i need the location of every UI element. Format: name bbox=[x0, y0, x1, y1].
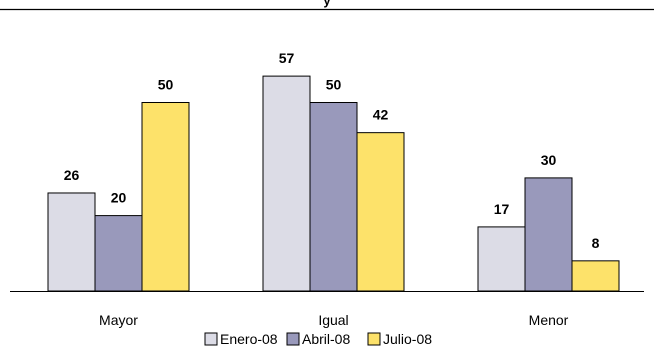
bar-enero-08-mayor bbox=[47, 192, 96, 292]
bar-abril-08-mayor bbox=[94, 215, 143, 292]
data-labels-group: 26 20 50 57 50 42 17 30 8 bbox=[64, 50, 600, 251]
bar-julio-08-igual bbox=[356, 132, 405, 292]
bar-enero-08-menor bbox=[477, 226, 526, 292]
legend-label: Julio-08 bbox=[383, 331, 432, 347]
legend-swatch bbox=[286, 332, 300, 346]
bar-abril-08-igual bbox=[309, 102, 358, 292]
bar-julio-08-mayor bbox=[141, 102, 190, 292]
chart-title: y bbox=[323, 0, 331, 8]
bars-group bbox=[47, 75, 620, 292]
legend-label: Enero-08 bbox=[220, 331, 278, 347]
data-label: 42 bbox=[373, 107, 389, 123]
category-labels-group: Mayor Igual Menor bbox=[99, 312, 569, 328]
legend-label: Abril-08 bbox=[302, 331, 350, 347]
legend-swatch bbox=[367, 332, 381, 346]
data-label: 30 bbox=[541, 152, 557, 168]
category-label: Mayor bbox=[99, 312, 138, 328]
data-label: 8 bbox=[592, 235, 600, 251]
data-label: 57 bbox=[279, 50, 295, 66]
data-label: 26 bbox=[64, 167, 80, 183]
category-label: Menor bbox=[529, 312, 569, 328]
data-label: 17 bbox=[494, 201, 510, 217]
bar-enero-08-igual bbox=[262, 75, 311, 292]
legend-swatch bbox=[204, 332, 218, 346]
legend: Enero-08 Abril-08 Julio-08 bbox=[204, 331, 432, 347]
data-label: 50 bbox=[326, 77, 342, 93]
data-label: 20 bbox=[111, 190, 127, 206]
bar-abril-08-menor bbox=[524, 177, 573, 292]
data-label: 50 bbox=[158, 77, 174, 93]
bar-julio-08-menor bbox=[571, 260, 620, 292]
category-label: Igual bbox=[318, 312, 348, 328]
